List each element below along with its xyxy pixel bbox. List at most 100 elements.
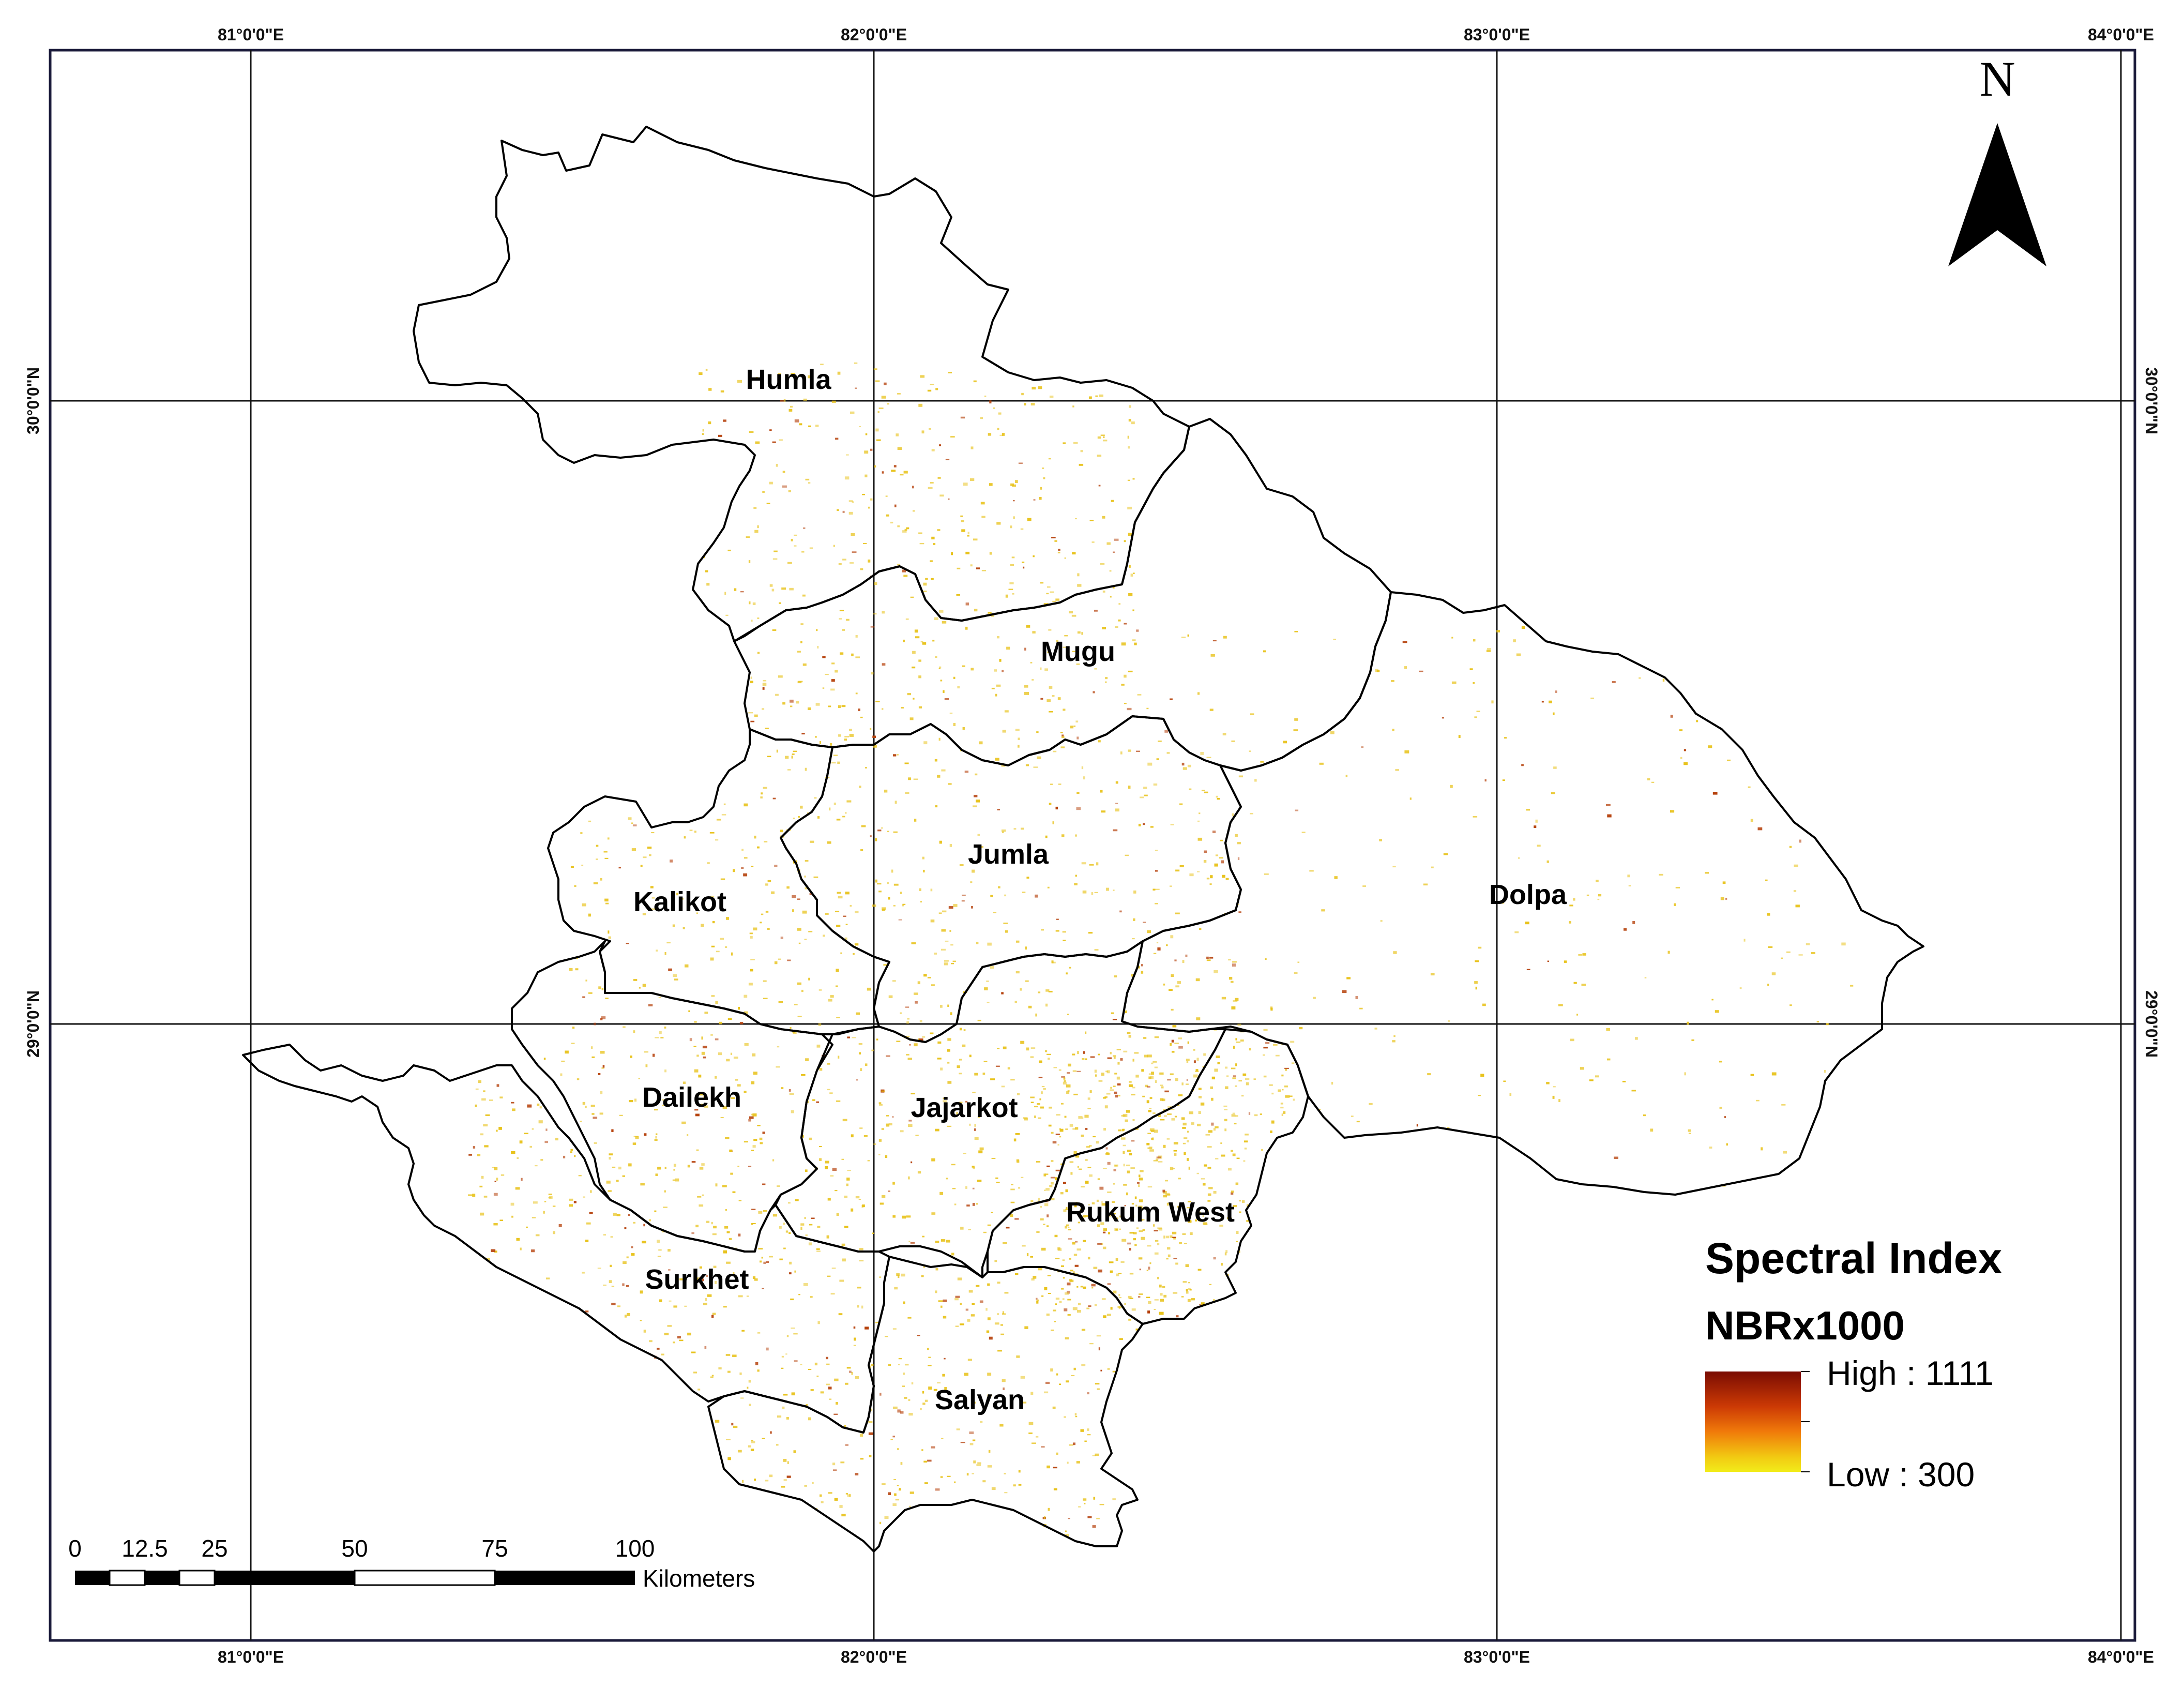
speckle xyxy=(780,400,784,402)
speckle xyxy=(1091,1284,1096,1287)
speckle xyxy=(886,1123,890,1127)
speckle xyxy=(708,388,712,391)
speckle xyxy=(1187,1158,1189,1161)
speckle xyxy=(1201,1178,1205,1180)
speckle xyxy=(1419,670,1423,672)
speckle xyxy=(794,1004,798,1005)
speckle xyxy=(939,1192,943,1195)
speckle xyxy=(943,690,945,693)
speckle xyxy=(480,1212,484,1216)
speckle xyxy=(715,1420,720,1423)
speckle xyxy=(640,1290,643,1294)
speckle xyxy=(1140,1170,1144,1172)
speckle xyxy=(1066,1084,1071,1088)
speckle xyxy=(1149,1262,1151,1264)
speckle xyxy=(1757,827,1763,831)
speckle xyxy=(1046,1053,1051,1056)
speckle xyxy=(529,1146,532,1148)
speckle xyxy=(943,1299,947,1302)
speckle xyxy=(1074,1204,1077,1208)
speckle xyxy=(487,1258,490,1261)
speckle xyxy=(1010,564,1014,566)
speckle xyxy=(937,1041,942,1044)
speckle xyxy=(793,818,795,819)
speckle xyxy=(475,1104,477,1107)
speckle xyxy=(905,1035,910,1037)
speckle xyxy=(1254,779,1257,782)
speckle xyxy=(642,984,646,987)
speckle xyxy=(1093,1136,1096,1138)
speckle xyxy=(1102,627,1106,629)
speckle xyxy=(1236,1241,1238,1242)
speckle xyxy=(1118,1129,1122,1132)
speckle xyxy=(840,952,842,954)
speckle xyxy=(875,838,877,841)
speckle xyxy=(789,587,794,591)
speckle xyxy=(1088,1145,1092,1147)
speckle xyxy=(681,1121,686,1124)
speckle xyxy=(898,1364,900,1365)
speckle xyxy=(492,1167,495,1168)
speckle xyxy=(599,1112,603,1115)
speckle xyxy=(1113,829,1118,832)
speckle xyxy=(642,913,646,915)
speckle xyxy=(1134,1052,1139,1054)
speckle xyxy=(898,1488,901,1491)
speckle xyxy=(1170,698,1173,700)
speckle xyxy=(1250,813,1253,815)
speckle xyxy=(710,1034,713,1036)
speckle xyxy=(879,1202,884,1205)
speckle xyxy=(762,708,765,710)
speckle xyxy=(1127,1170,1130,1173)
speckle xyxy=(785,1353,787,1355)
speckle xyxy=(972,1187,975,1189)
speckle xyxy=(882,663,886,666)
speckle xyxy=(1018,1187,1021,1189)
speckle xyxy=(1281,1074,1284,1077)
speckle xyxy=(710,896,715,898)
speckle xyxy=(586,1222,591,1225)
speckle xyxy=(970,564,973,567)
speckle xyxy=(868,1432,873,1435)
speckle xyxy=(1036,1436,1039,1438)
speckle xyxy=(935,388,938,390)
speckle xyxy=(897,447,902,450)
speckle xyxy=(1072,1271,1075,1273)
speckle xyxy=(837,761,840,764)
speckle xyxy=(967,1319,970,1322)
speckle xyxy=(1115,808,1119,812)
speckle xyxy=(779,1258,783,1260)
speckle xyxy=(1098,740,1101,743)
speckle xyxy=(809,1137,812,1140)
speckle xyxy=(1154,1066,1158,1068)
speckle xyxy=(911,942,916,944)
speckle xyxy=(1006,646,1010,650)
speckle xyxy=(819,1158,822,1161)
speckle xyxy=(995,1177,998,1179)
speckle xyxy=(1103,436,1105,439)
speckle xyxy=(1127,1150,1131,1152)
speckle xyxy=(825,913,829,915)
speckle xyxy=(1081,632,1083,635)
speckle xyxy=(1044,1287,1048,1290)
speckle xyxy=(859,1248,863,1250)
speckle xyxy=(1024,1118,1028,1121)
speckle xyxy=(935,1128,939,1132)
district-label-jumla: Jumla xyxy=(968,839,1049,870)
speckle xyxy=(748,1445,751,1448)
speckle xyxy=(1175,1262,1178,1265)
speckle xyxy=(1176,1315,1179,1318)
speckle xyxy=(812,1099,815,1101)
speckle xyxy=(983,1231,987,1233)
speckle xyxy=(974,1073,978,1076)
speckle xyxy=(480,1133,483,1136)
speckle xyxy=(738,1450,742,1453)
speckle xyxy=(1221,860,1224,864)
speckle xyxy=(1066,972,1068,975)
speckle xyxy=(545,1277,550,1279)
speckle xyxy=(649,1340,653,1343)
speckle xyxy=(1221,1263,1223,1266)
speckle xyxy=(694,1021,697,1023)
speckle xyxy=(969,1443,974,1445)
speckle xyxy=(838,896,843,899)
